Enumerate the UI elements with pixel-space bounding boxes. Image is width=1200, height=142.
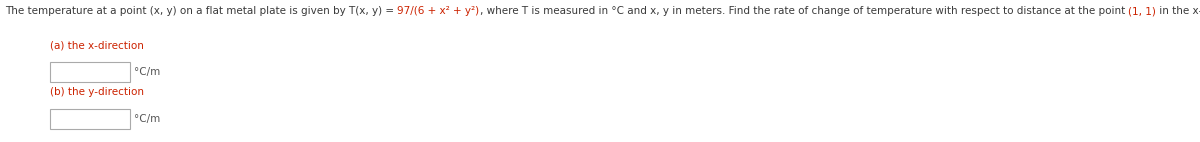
Bar xyxy=(50,62,130,82)
Text: , where T is measured in °C and x, y in meters. Find the rate of change of tempe: , where T is measured in °C and x, y in … xyxy=(480,6,1128,16)
Text: (b) the y-direction: (b) the y-direction xyxy=(50,87,144,97)
Text: °C/m: °C/m xyxy=(134,67,161,77)
Text: (1, 1): (1, 1) xyxy=(1128,6,1156,16)
Text: in the x-direction and the y-direction.: in the x-direction and the y-direction. xyxy=(1156,6,1200,16)
Text: (a) the x-direction: (a) the x-direction xyxy=(50,40,144,50)
Text: 97/(6 + x² + y²): 97/(6 + x² + y²) xyxy=(397,6,480,16)
Text: The temperature at a point (x, y) on a flat metal plate is given by T(x, y) =: The temperature at a point (x, y) on a f… xyxy=(5,6,397,16)
Bar xyxy=(50,109,130,129)
Text: °C/m: °C/m xyxy=(134,114,161,124)
